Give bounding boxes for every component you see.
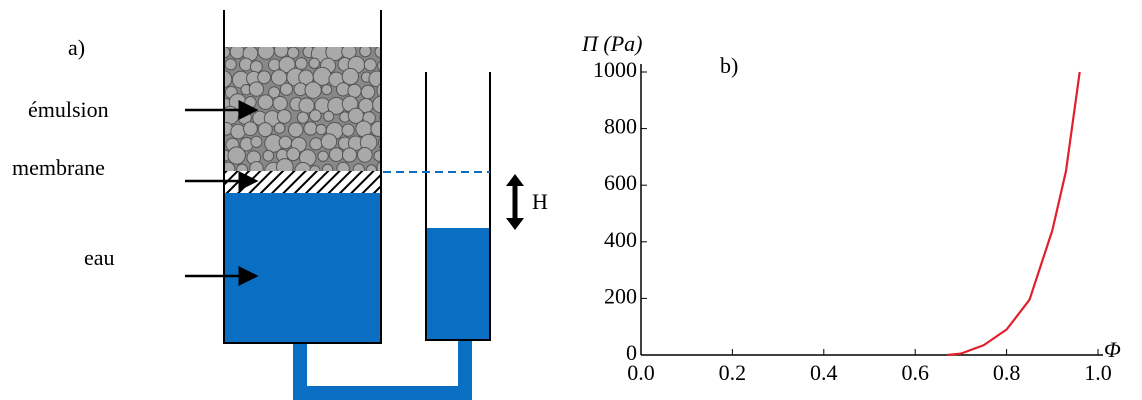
droplet (278, 135, 293, 150)
x-tick-label: 0.2 (719, 360, 747, 385)
droplet (341, 123, 355, 137)
droplet (286, 147, 301, 162)
droplet (268, 86, 281, 99)
panel-label: a) (68, 35, 85, 60)
arrow-head (506, 174, 524, 230)
droplet (250, 135, 263, 148)
panel-label: b) (720, 53, 738, 78)
droplet (249, 60, 263, 74)
diagram: a) émulsion membrane eau H (12, 10, 548, 400)
droplet (347, 83, 362, 99)
droplet (242, 121, 258, 137)
droplet (370, 120, 380, 137)
droplet (248, 81, 265, 97)
droplet (321, 163, 334, 171)
membrane (224, 171, 380, 193)
droplet (317, 150, 329, 162)
droplet (309, 137, 323, 151)
droplet (376, 161, 380, 171)
droplet (341, 147, 358, 163)
droplet (224, 58, 237, 71)
droplet (360, 84, 376, 100)
droplet (257, 94, 274, 111)
droplet (321, 84, 333, 96)
droplet (294, 57, 308, 70)
x-tick-label: 0.0 (627, 360, 655, 385)
droplet (308, 57, 320, 70)
emulsion-label: émulsion (28, 97, 109, 122)
droplet (272, 95, 288, 112)
y-tick-label: 600 (604, 170, 637, 195)
droplet (328, 147, 344, 163)
droplet (275, 158, 294, 171)
water (426, 228, 490, 340)
droplet (227, 146, 246, 165)
droplet (273, 47, 289, 58)
droplet (309, 165, 321, 171)
chart: b) Π (Pa) Φ 0 200 400 600 800 1000 0.0 0.2 0.4 0.… (581, 31, 1121, 385)
droplet (236, 163, 248, 171)
x-tick-label: 0.4 (810, 360, 838, 385)
y-tick-label: 1000 (593, 57, 637, 82)
droplet (257, 47, 275, 60)
droplet (368, 70, 380, 88)
droplet (372, 95, 380, 114)
y-tick-label: 0 (626, 340, 637, 365)
x-tick-label: 0.6 (901, 360, 929, 385)
water-label: eau (84, 245, 115, 270)
droplet (309, 109, 322, 122)
droplet (229, 47, 245, 60)
droplet (373, 150, 380, 162)
droplet (257, 70, 272, 85)
droplet (304, 81, 322, 99)
curve (947, 71, 1081, 357)
droplet (359, 47, 372, 58)
droplet (352, 163, 365, 171)
droplet (276, 109, 292, 124)
y-axis-label: Π (Pa) (581, 31, 642, 56)
y-tick-label: 400 (604, 227, 637, 252)
droplet (287, 47, 300, 59)
droplet (287, 122, 304, 138)
droplet (365, 164, 377, 171)
droplet (378, 138, 380, 149)
droplet (279, 82, 294, 96)
droplet (296, 111, 310, 124)
container (223, 10, 491, 344)
height-label: H (532, 189, 548, 214)
droplet (257, 122, 273, 138)
x-axis-label: Φ (1104, 337, 1121, 362)
droplet (374, 47, 380, 59)
droplet (377, 60, 380, 72)
droplet (341, 67, 360, 86)
droplet (320, 133, 338, 150)
water (224, 193, 380, 343)
y-tick-label: 800 (604, 114, 637, 139)
droplet (379, 114, 380, 121)
droplet (230, 123, 246, 140)
droplet (262, 149, 275, 162)
droplet (249, 160, 264, 171)
droplet (244, 96, 257, 109)
droplet (224, 70, 233, 88)
droplet (376, 83, 380, 98)
membrane-label: membrane (12, 155, 105, 180)
x-tick-label: 0.8 (993, 360, 1021, 385)
droplet (357, 147, 373, 163)
droplet (363, 58, 377, 72)
droplet (303, 121, 318, 136)
pipe (293, 340, 472, 400)
droplet (323, 110, 335, 122)
droplet (273, 122, 286, 134)
droplet (224, 161, 236, 171)
droplet (315, 123, 327, 136)
y-tick-label: 200 (604, 283, 637, 308)
x-tick-label: 1.0 (1084, 360, 1112, 385)
droplet (336, 161, 350, 171)
